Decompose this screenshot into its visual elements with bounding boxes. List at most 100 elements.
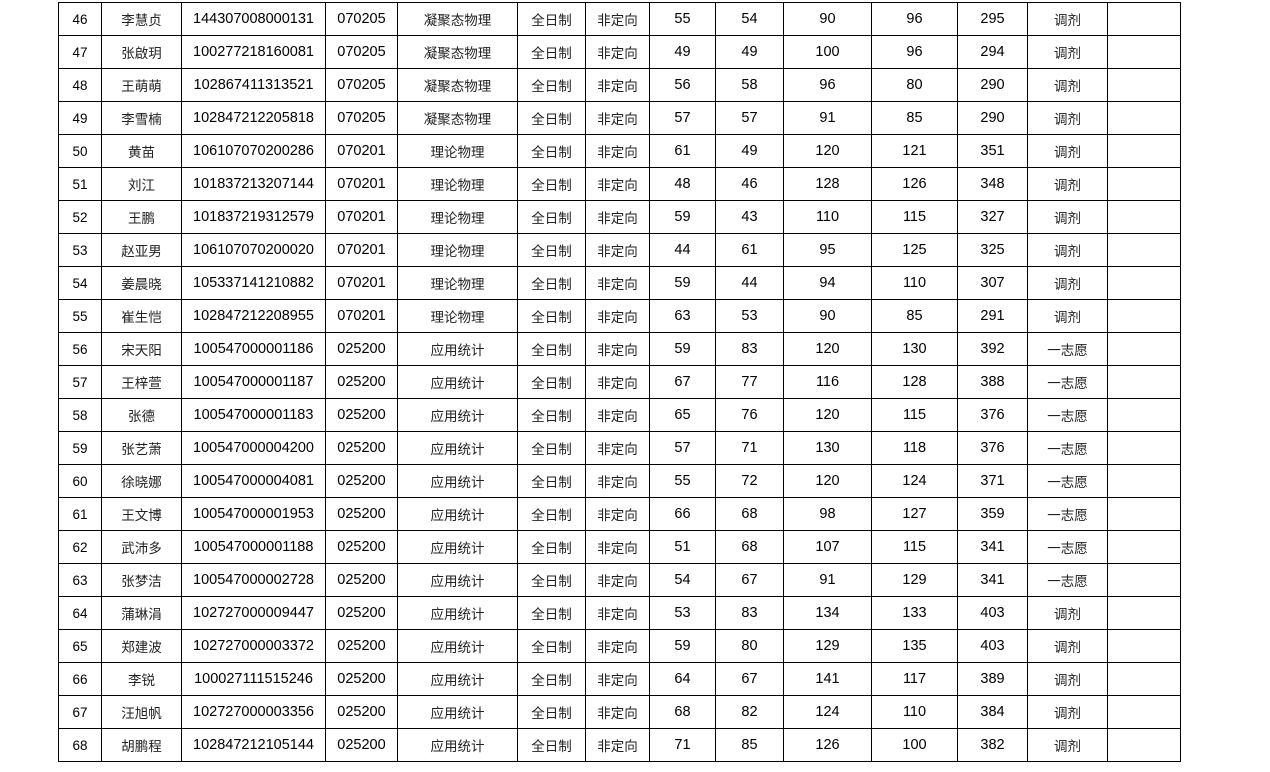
exam-id-cell: 102727000003372 [181,629,326,663]
major-name-cell: 应用统计 [397,662,518,696]
index-cell: 65 [58,629,102,663]
study-mode-cell: 全日制 [517,167,586,201]
index-cell: 53 [58,233,102,267]
orientation-cell: 非定向 [585,497,650,531]
subject1-score-cell: 126 [783,728,872,762]
table-row: 51 刘江 101837213207144 070201 理论物理 全日制 非定向 48 46 1… [58,167,1181,201]
study-mode-cell: 全日制 [517,563,586,597]
major-name-cell: 凝聚态物理 [397,68,518,102]
english-score-cell: 72 [715,464,784,498]
index-cell: 55 [58,299,102,333]
admission-type-cell: 调剂 [1027,299,1108,333]
english-score-cell: 80 [715,629,784,663]
exam-id-cell: 100547000001187 [181,365,326,399]
table-row: 54 姜晨晓 105337141210882 070201 理论物理 全日制 非定向 59 44… [58,266,1181,300]
name-cell: 武沛多 [101,530,182,564]
total-score-cell: 376 [957,431,1028,465]
total-score-cell: 351 [957,134,1028,168]
table-row: 66 李锐 100027111515246 025200 应用统计 全日制 非定向 64 67 1… [58,662,1181,696]
name-cell: 徐晓娜 [101,464,182,498]
total-score-cell: 294 [957,35,1028,69]
major-code-cell: 070201 [325,200,398,234]
study-mode-cell: 全日制 [517,695,586,729]
study-mode-cell: 全日制 [517,233,586,267]
table-row: 64 蒲琳涓 102727000009447 025200 应用统计 全日制 非定向 53 83… [58,596,1181,630]
study-mode-cell: 全日制 [517,431,586,465]
remark-cell [1107,35,1181,69]
orientation-cell: 非定向 [585,464,650,498]
major-name-cell: 应用统计 [397,431,518,465]
subject1-score-cell: 141 [783,662,872,696]
remark-cell [1107,101,1181,135]
major-code-cell: 025200 [325,629,398,663]
exam-id-cell: 102727000003356 [181,695,326,729]
total-score-cell: 403 [957,629,1028,663]
major-code-cell: 070201 [325,233,398,267]
subject1-score-cell: 91 [783,563,872,597]
english-score-cell: 58 [715,68,784,102]
subject2-score-cell: 124 [871,464,958,498]
english-score-cell: 68 [715,497,784,531]
study-mode-cell: 全日制 [517,2,586,36]
admission-type-cell: 一志愿 [1027,398,1108,432]
subject1-score-cell: 96 [783,68,872,102]
subject1-score-cell: 100 [783,35,872,69]
major-name-cell: 理论物理 [397,200,518,234]
total-score-cell: 359 [957,497,1028,531]
total-score-cell: 290 [957,101,1028,135]
subject2-score-cell: 80 [871,68,958,102]
english-score-cell: 71 [715,431,784,465]
total-score-cell: 327 [957,200,1028,234]
english-score-cell: 61 [715,233,784,267]
study-mode-cell: 全日制 [517,101,586,135]
index-cell: 66 [58,662,102,696]
exam-id-cell: 102727000009447 [181,596,326,630]
name-cell: 王梓萱 [101,365,182,399]
admission-type-cell: 一志愿 [1027,464,1108,498]
study-mode-cell: 全日制 [517,266,586,300]
admission-type-cell: 调剂 [1027,629,1108,663]
subject1-score-cell: 120 [783,134,872,168]
politics-score-cell: 65 [649,398,716,432]
admission-type-cell: 一志愿 [1027,332,1108,366]
name-cell: 宋天阳 [101,332,182,366]
subject2-score-cell: 126 [871,167,958,201]
admission-type-cell: 调剂 [1027,68,1108,102]
subject1-score-cell: 90 [783,299,872,333]
index-cell: 49 [58,101,102,135]
orientation-cell: 非定向 [585,200,650,234]
exam-id-cell: 106107070200020 [181,233,326,267]
admission-type-cell: 一志愿 [1027,497,1108,531]
subject1-score-cell: 98 [783,497,872,531]
subject2-score-cell: 125 [871,233,958,267]
exam-id-cell: 100547000001953 [181,497,326,531]
name-cell: 王鹏 [101,200,182,234]
table-row: 47 张啟玥 100277218160081 070205 凝聚态物理 全日制 非定向 49 4… [58,35,1181,69]
major-code-cell: 025200 [325,563,398,597]
english-score-cell: 53 [715,299,784,333]
politics-score-cell: 59 [649,629,716,663]
subject2-score-cell: 100 [871,728,958,762]
subject2-score-cell: 110 [871,266,958,300]
subject2-score-cell: 129 [871,563,958,597]
table-row: 65 郑建波 102727000003372 025200 应用统计 全日制 非定向 59 80… [58,629,1181,663]
orientation-cell: 非定向 [585,2,650,36]
table-row: 62 武沛多 100547000001188 025200 应用统计 全日制 非定向 51 68… [58,530,1181,564]
english-score-cell: 67 [715,563,784,597]
subject1-score-cell: 120 [783,398,872,432]
admission-type-cell: 一志愿 [1027,530,1108,564]
major-name-cell: 应用统计 [397,563,518,597]
table-row: 49 李雪楠 102847212205818 070205 凝聚态物理 全日制 非定向 57 5… [58,101,1181,135]
subject1-score-cell: 129 [783,629,872,663]
english-score-cell: 82 [715,695,784,729]
name-cell: 张艺萧 [101,431,182,465]
index-cell: 67 [58,695,102,729]
subject2-score-cell: 117 [871,662,958,696]
index-cell: 59 [58,431,102,465]
exam-id-cell: 101837219312579 [181,200,326,234]
major-code-cell: 025200 [325,431,398,465]
exam-id-cell: 106107070200286 [181,134,326,168]
politics-score-cell: 57 [649,431,716,465]
major-code-cell: 025200 [325,398,398,432]
index-cell: 48 [58,68,102,102]
